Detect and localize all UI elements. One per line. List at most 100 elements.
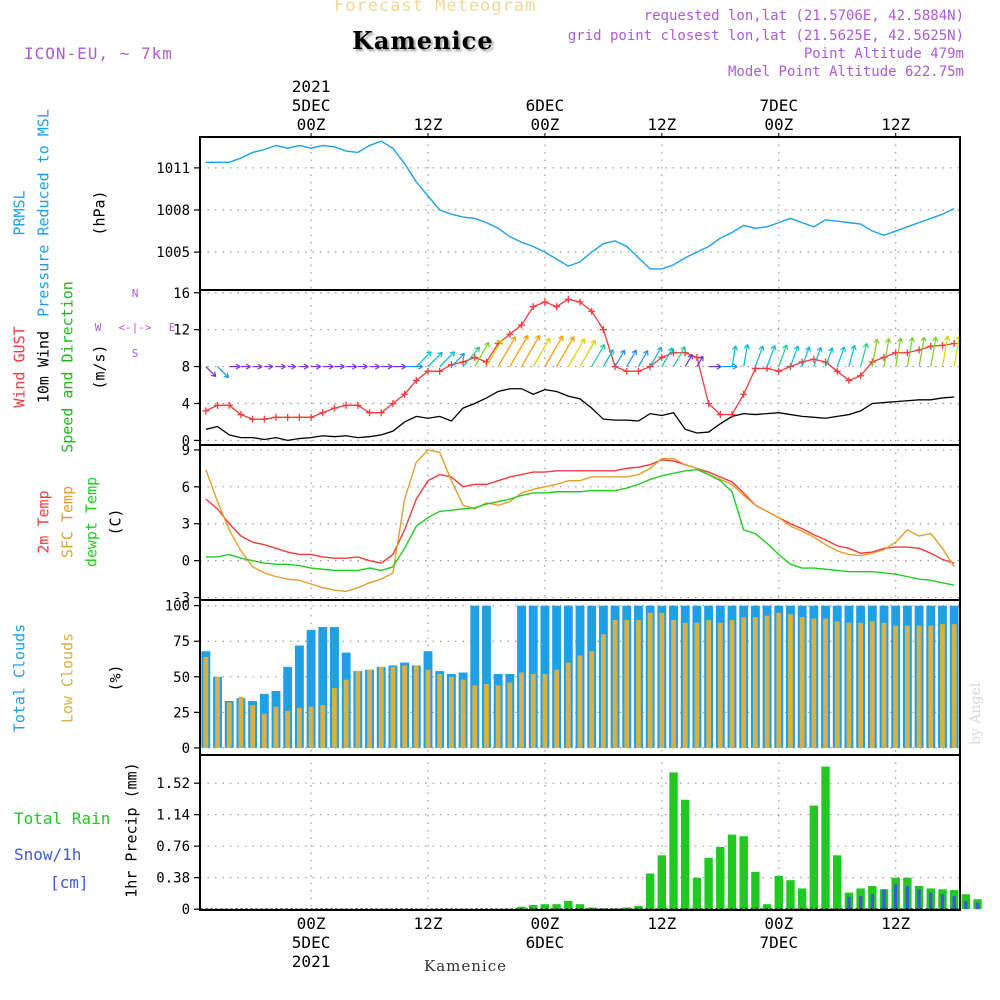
low-cloud-bar [554, 669, 560, 748]
wind-direction-arrow [602, 349, 614, 367]
rain-bar [797, 888, 807, 910]
panel-frame-precip [199, 754, 961, 911]
low-cloud-bar [893, 625, 899, 748]
wind-direction-arrow [941, 335, 949, 367]
wind-arrow-head [449, 351, 456, 357]
wind-arrow-head [523, 334, 529, 341]
wind-arrow-head [770, 344, 777, 351]
gust-marker [202, 407, 210, 415]
wind-arrow-head [210, 371, 217, 378]
low-cloud-bar [811, 618, 817, 748]
wind-direction-arrow [883, 338, 890, 367]
panel-label-temperature: SFC Temp [59, 486, 77, 558]
gust-marker [330, 404, 338, 412]
wind-direction-arrow [439, 351, 455, 368]
snow-bar [975, 902, 980, 910]
y-tick-label: 8 [182, 360, 190, 376]
rain-bar [833, 855, 842, 910]
low-cloud-bar [390, 666, 396, 748]
low-cloud-bar [484, 683, 489, 748]
gust-marker [798, 358, 806, 366]
gust-marker [319, 409, 327, 417]
low-cloud-bar [542, 673, 548, 748]
low-cloud-bar [776, 612, 782, 748]
low-cloud-bar [402, 665, 408, 748]
wind-direction-arrow [509, 335, 529, 367]
low-cloud-bar [624, 619, 630, 748]
gust-marker [705, 399, 713, 407]
time-label-top: 7DEC [760, 96, 799, 115]
time-label-top: 00Z [764, 115, 793, 134]
wind-direction-arrow [462, 346, 480, 367]
gust-marker [740, 390, 748, 398]
y-tick-label: 3 [182, 517, 190, 533]
gust-marker [775, 367, 783, 375]
compass-west: W [95, 321, 102, 334]
time-label-bottom: 7DEC [760, 933, 799, 952]
gust-marker [272, 413, 280, 421]
panel-label-pressure: Pressure Reduced to MSL [35, 109, 53, 317]
rain-bar [552, 904, 561, 910]
wind-arrow-head [280, 363, 286, 370]
panel-label-wind: 10m Wind [35, 331, 53, 403]
compass-south: S [132, 347, 139, 360]
gust-marker [576, 298, 584, 306]
wind-direction-arrow [673, 346, 686, 367]
wind-arrow-head [374, 363, 380, 370]
wind-direction-arrow [497, 336, 516, 367]
wind-arrow-head [850, 344, 857, 351]
low-cloud-bar [285, 710, 291, 748]
wind-direction-arrow [754, 345, 764, 367]
wind-direction-arrow [918, 336, 925, 367]
total-cloud-bar [283, 666, 293, 748]
gust-marker [822, 358, 830, 366]
legend-snow: Snow/1h [14, 845, 81, 864]
gust-marker [541, 298, 549, 306]
low-cloud-bar [799, 617, 805, 748]
wind-arrow-head [731, 345, 739, 351]
time-label-top: 12Z [881, 115, 910, 134]
gust-marker [506, 330, 514, 338]
low-cloud-bar [425, 669, 431, 748]
low-cloud-bar [764, 615, 770, 748]
wind-arrow-head [608, 349, 614, 355]
gust-marker [459, 358, 467, 366]
time-label-bottom: 12Z [414, 914, 443, 933]
low-cloud-bar [308, 706, 314, 748]
wind-direction-arrow [521, 335, 541, 367]
rain-bar [657, 855, 667, 910]
gust-marker [342, 401, 350, 409]
wind-direction-arrow [614, 349, 626, 367]
wind-arrow-head [599, 343, 606, 350]
gust-marker [599, 326, 607, 334]
total-cloud-bar [482, 605, 491, 748]
wind-arrow-head [426, 351, 432, 357]
time-label-bottom: 00Z [764, 914, 793, 933]
wind-arrow-head [459, 352, 466, 359]
rain-bar [669, 772, 678, 910]
rain-bar [727, 834, 737, 910]
wind-direction-arrow [778, 344, 788, 367]
wind-direction-arrow [567, 338, 585, 367]
wind-arrow-head [303, 363, 309, 370]
y-tick-label: 0 [182, 554, 190, 570]
wind-arrow-head [579, 338, 585, 344]
gust-marker [214, 401, 222, 409]
wind-direction-arrow [205, 366, 217, 377]
rain-bar [575, 904, 585, 910]
wind-direction-arrow [415, 351, 432, 368]
point-altitude: Point Altitude 479m [803, 46, 964, 62]
gust-marker [354, 401, 362, 409]
panel-frame-wind [199, 289, 961, 446]
panel-label-clouds: (%) [107, 664, 125, 691]
wind-direction-arrow [544, 335, 564, 367]
total-cloud-bar [330, 627, 339, 748]
low-cloud-bar [273, 706, 279, 748]
place-title: Kamenice [352, 26, 494, 55]
panel-frame-temperature [199, 444, 961, 601]
low-cloud-bar [671, 619, 676, 748]
snow-bar [905, 885, 910, 910]
low-cloud-bar [460, 679, 466, 748]
low-cloud-bar [823, 618, 828, 748]
low-cloud-bar [729, 619, 735, 748]
